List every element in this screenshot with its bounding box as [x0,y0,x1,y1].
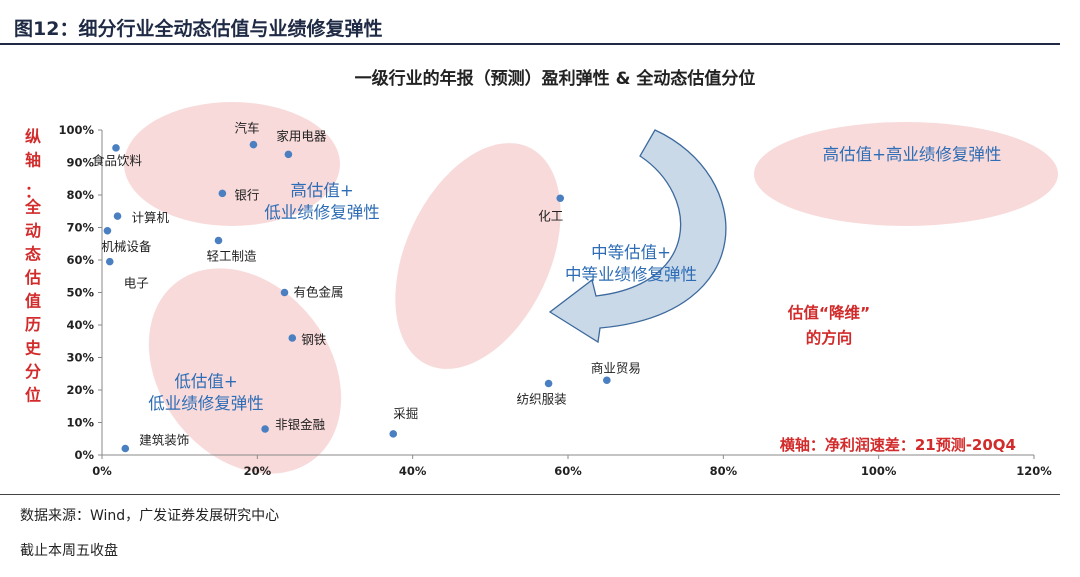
figure-title: 图12：细分行业全动态估值与业绩修复弹性 [14,18,383,40]
data-point [214,236,223,245]
y-tick-label: 60% [66,253,94,267]
point-label: 电子 [124,276,149,291]
data-point [113,212,122,220]
source-note: 数据来源：Wind，广发证券发展研究中心 [20,508,280,524]
point-label: 食品饮料 [92,153,143,168]
zone-label: 中等业绩修复弹性 [565,265,697,284]
y-tick-label: 90% [66,156,94,170]
zone-ellipse-3 [754,122,1058,226]
x-tick-label: 60% [554,464,582,478]
zone-label: 低业绩修复弹性 [148,394,264,413]
y-axis-label-char: 估 [24,268,41,287]
data-point [284,150,293,159]
figure-header: 图12：细分行业全动态估值与业绩修复弹性 [0,0,1080,46]
zone-label: 中等估值+ [591,243,671,262]
x-tick-label: 40% [399,464,427,478]
y-tick-label: 10% [66,416,94,430]
y-tick-label: 100% [58,123,94,137]
footer-divider [0,494,1060,495]
header-divider [0,43,1060,45]
data-point [389,430,398,438]
y-axis-label-char: 态 [25,245,41,264]
y-axis-label-char: 位 [25,386,41,405]
data-point [103,226,112,235]
point-label: 家用电器 [276,128,327,143]
y-tick-label: 40% [66,318,94,332]
x-tick-label: 0% [92,464,112,478]
data-point [556,194,565,203]
zone-ellipse-4 [148,268,342,474]
data-point [261,425,269,433]
date-note: 截止本周五收盘 [20,543,118,559]
point-label: 纺织服装 [517,392,567,407]
chart-title: 一级行业的年报（预测）盈利弹性 & 全动态估值分位 [355,68,756,89]
zone-label: 低估值+ [174,372,237,391]
y-axis-label-char: 动 [25,221,41,240]
y-tick-label: 30% [66,351,94,365]
y-axis-label-char: 历 [25,315,41,334]
data-points [103,140,611,453]
x-tick-label: 100% [861,464,897,478]
zone-label: 高估值+ [290,181,353,200]
data-point [249,140,258,149]
point-label: 建筑装饰 [139,433,189,448]
point-label: 计算机 [132,210,170,225]
y-tick-label: 50% [66,286,94,300]
zone-ellipses [124,102,1058,474]
data-point [121,444,130,453]
x-axis-label: 横轴：净利润速差：21预测-20Q4 [780,436,1016,454]
point-label: 采掘 [393,406,418,421]
point-label: 汽车 [234,121,259,136]
y-axis-label-char: 分 [25,362,41,381]
y-tick-label: 0% [74,448,94,462]
data-point [544,379,553,388]
y-axis-label-char: ： [25,182,41,201]
point-label: 非银金融 [275,417,326,432]
zone-ellipse-1 [124,102,340,226]
zone-label: 高估值+高业绩修复弹性 [823,145,1002,164]
zone-label: 低业绩修复弹性 [264,203,380,222]
point-label: 商业贸易 [591,360,641,375]
y-axis-label-char: 纵 [25,127,41,146]
point-label: 有色金属 [294,285,344,300]
y-axis-label-char: 值 [25,292,41,311]
curved-arrow-shape [548,129,727,344]
point-label: 银行 [234,187,259,202]
data-point [603,376,611,385]
point-label: 机械设备 [101,239,152,254]
scatter-chart: 0% 20% 40% 60% 80% 100% 120% 0% 10% 20% 30% 40% 50% 6… [24,68,1058,478]
direction-annotation: 的方向 [806,328,853,347]
chart-axes: 0% 20% 40% 60% 80% 100% 120% 0% 10% 20% 30% 40% 50% 6… [58,123,1052,478]
x-tick-label: 80% [710,464,738,478]
data-point [105,257,114,266]
y-axis-label-char: 全 [24,198,42,217]
data-point [218,189,227,198]
y-tick-label: 70% [66,221,94,235]
direction-annotation: 估值“降维” [787,303,870,322]
x-tick-label: 120% [1016,464,1052,478]
direction-arrow [548,129,727,344]
zone-ellipse-2 [395,143,561,369]
point-label: 钢铁 [301,332,327,347]
y-axis-label-char: 轴 [25,151,41,170]
point-label: 轻工制造 [207,249,258,264]
y-tick-label: 80% [66,188,94,202]
point-label: 化工 [538,208,563,223]
data-point [288,334,297,342]
y-axis-label-char: 史 [25,339,42,358]
data-point [280,288,289,297]
x-tick-label: 20% [244,464,272,478]
data-point [112,144,120,152]
y-tick-label: 20% [66,383,94,397]
